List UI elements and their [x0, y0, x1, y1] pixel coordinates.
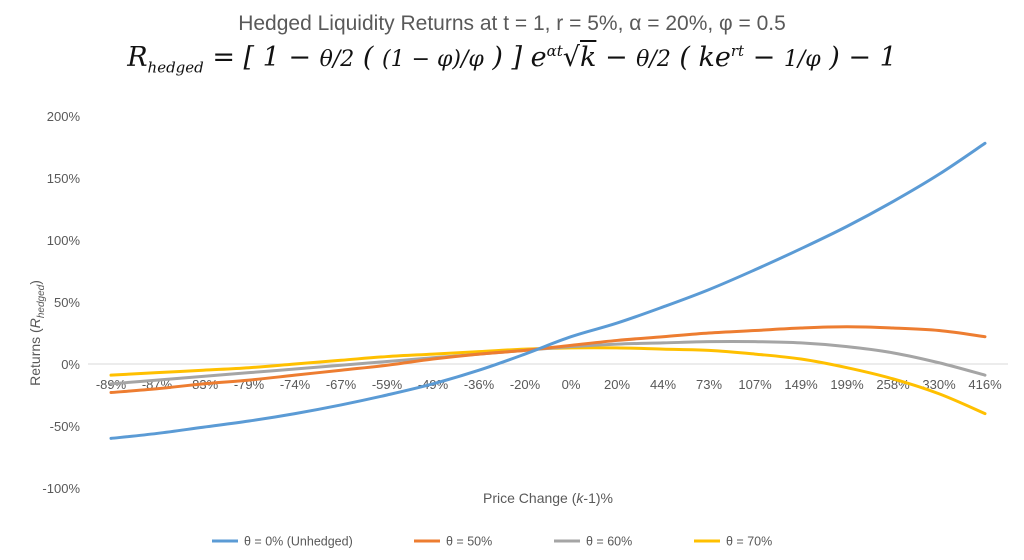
legend-label: θ = 50% [446, 535, 492, 549]
legend-label: θ = 0% (Unhedged) [244, 535, 353, 549]
series-line-0 [109, 141, 987, 440]
chart-title: Hedged Liquidity Returns at t = 1, r = 5… [238, 12, 786, 35]
x-tick-label: -59% [372, 377, 403, 392]
formula-text: Rhedged = [ 1 − θ/2 ( (1 − φ)/φ ) ] eαt√… [127, 42, 897, 77]
series-lines [109, 141, 987, 440]
y-tick-label: 50% [54, 295, 80, 310]
x-tick-label: 149% [784, 377, 818, 392]
y-tick-label: 0% [61, 357, 80, 372]
x-axis-ticks: -89% -87% -83% -79% -74% -67% -59% -49% -36% -20%… [96, 377, 1002, 392]
x-tick-label: 107% [738, 377, 772, 392]
x-tick-label: 20% [604, 377, 630, 392]
y-tick-label: 200% [47, 109, 81, 124]
x-tick-label: -36% [464, 377, 495, 392]
y-tick-label: -100% [42, 481, 80, 496]
series-line-1 [109, 325, 987, 395]
x-tick-label: 199% [830, 377, 864, 392]
y-tick-label: 100% [47, 233, 81, 248]
x-tick-label: 416% [968, 377, 1002, 392]
x-tick-label: -74% [280, 377, 311, 392]
x-tick-label: 73% [696, 377, 722, 392]
x-tick-label: -67% [326, 377, 357, 392]
legend-label: θ = 60% [586, 535, 632, 549]
x-axis-label: Price Change (k-1)% [483, 490, 613, 506]
legend: θ = 0% (Unhedged) θ = 50% θ = 60% θ = 70% [212, 535, 772, 549]
x-tick-label: 44% [650, 377, 676, 392]
x-tick-label: -20% [510, 377, 541, 392]
x-tick-label: 330% [922, 377, 956, 392]
y-tick-label: 150% [47, 171, 81, 186]
legend-label: θ = 70% [726, 535, 772, 549]
formula: Rhedged = [ 1 − θ/2 ( (1 − φ)/φ ) ] eαt√… [0, 42, 1024, 76]
y-tick-label: -50% [50, 419, 81, 434]
x-tick-label: 0% [562, 377, 581, 392]
y-axis-ticks: 200% 150% 100% 50% 0% -50% -100% [42, 109, 80, 496]
y-axis-label: Returns (Rhedged) [27, 280, 47, 386]
